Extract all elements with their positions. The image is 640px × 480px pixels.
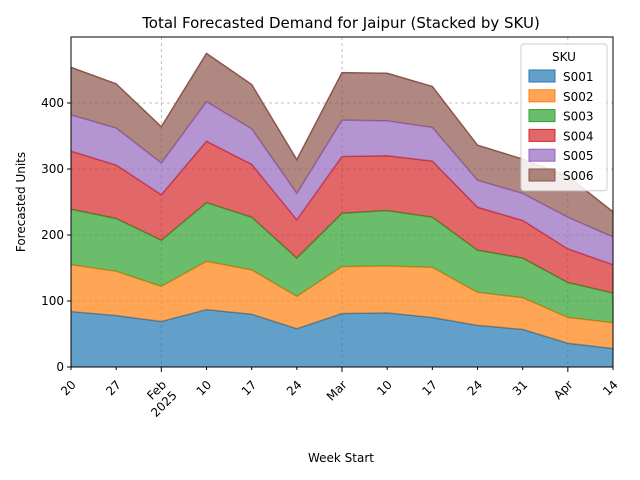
legend-title: SKU — [552, 50, 576, 64]
legend-item-s002: S002 — [528, 89, 594, 104]
y-tick-label: 100 — [41, 294, 64, 308]
y-axis: 0 100 200 300 400 — [41, 96, 71, 374]
legend: SKU S001 S002 S003 S004 S005 S006 — [520, 43, 608, 192]
y-tick-label: 400 — [41, 96, 64, 110]
legend-swatch — [528, 148, 556, 162]
area-layer — [70, 52, 614, 367]
legend-item-s001: S001 — [528, 69, 594, 84]
area-s001 — [71, 309, 613, 367]
legend-label: S004 — [563, 129, 594, 143]
y-tick-label: 0 — [56, 360, 64, 374]
legend-swatch — [528, 128, 556, 142]
legend-swatch — [528, 69, 556, 83]
y-tick-label: 200 — [41, 228, 64, 242]
legend-label: S001 — [563, 70, 594, 84]
legend-swatch — [528, 168, 556, 182]
legend-swatch — [528, 109, 556, 123]
legend-label: S006 — [563, 169, 594, 183]
legend-label: S005 — [563, 149, 594, 163]
area-s006 — [71, 53, 613, 237]
area-s002 — [71, 261, 613, 349]
legend-label: S002 — [563, 90, 594, 104]
legend-item-s004: S004 — [528, 128, 594, 143]
legend-label: S003 — [563, 110, 594, 124]
area-s003 — [71, 202, 613, 323]
legend-item-s005: S005 — [528, 148, 594, 163]
y-tick-label: 300 — [41, 162, 64, 176]
legend-swatch — [528, 89, 556, 103]
area-s005 — [71, 101, 613, 265]
plot-area — [70, 36, 614, 368]
x-axis-label: Week Start — [308, 451, 374, 465]
legend-item-s003: S003 — [528, 109, 594, 124]
y-axis-label: Forecasted Units — [14, 152, 28, 252]
legend-item-s006: S006 — [528, 168, 594, 183]
chart-title: Total Forecasted Demand for Jaipur (Stac… — [141, 14, 540, 32]
area-s004 — [71, 141, 613, 294]
